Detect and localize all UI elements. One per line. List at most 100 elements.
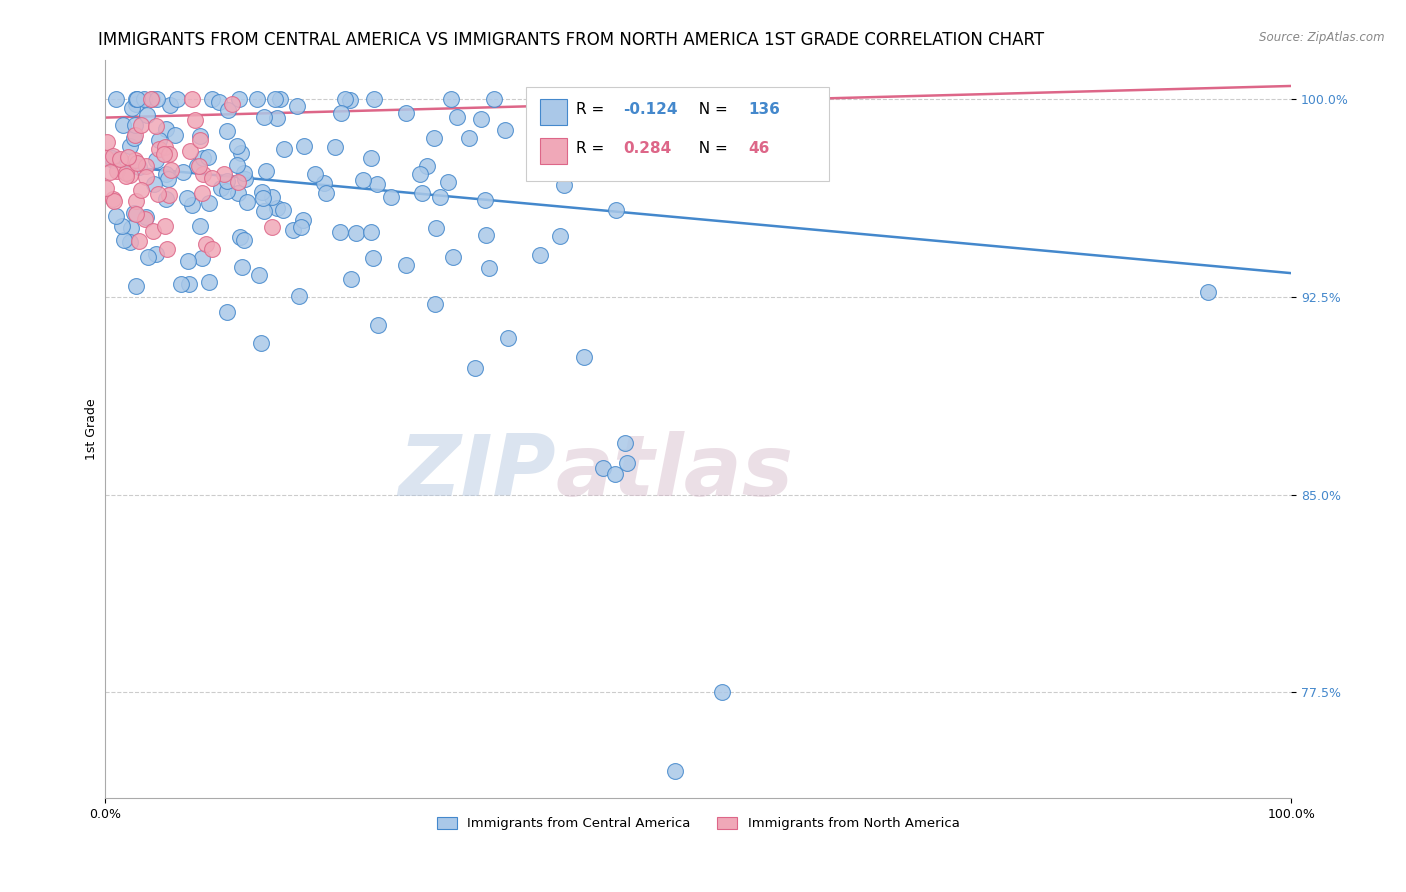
Point <box>605 203 627 218</box>
Point <box>128 234 150 248</box>
Point <box>181 198 204 212</box>
Point <box>148 142 170 156</box>
Point <box>616 456 638 470</box>
Point <box>269 92 291 106</box>
Point <box>122 131 145 145</box>
Point <box>139 92 162 106</box>
Point <box>146 92 169 106</box>
Point <box>179 144 201 158</box>
Point <box>605 467 627 481</box>
Point <box>186 159 208 173</box>
Point <box>352 173 374 187</box>
Point <box>188 159 211 173</box>
Point <box>409 167 432 181</box>
Point <box>96 151 118 165</box>
Point <box>266 111 288 125</box>
Point <box>201 243 224 257</box>
Point <box>233 166 256 180</box>
Point <box>156 242 179 256</box>
Point <box>201 171 224 186</box>
Point <box>103 194 125 208</box>
Point <box>477 261 499 276</box>
Point <box>132 92 155 106</box>
Point <box>423 297 446 311</box>
Point <box>232 233 254 247</box>
Text: Source: ZipAtlas.com: Source: ZipAtlas.com <box>1260 31 1385 45</box>
Point <box>118 139 141 153</box>
Point <box>285 99 308 113</box>
Point <box>124 278 146 293</box>
Point <box>141 92 163 106</box>
Point <box>439 92 461 106</box>
Point <box>215 184 238 198</box>
Point <box>118 169 141 183</box>
Point <box>423 131 446 145</box>
Point <box>101 151 124 165</box>
Point <box>96 181 118 195</box>
Point <box>101 149 124 163</box>
Point <box>191 186 214 201</box>
Point <box>395 106 418 120</box>
Point <box>172 165 194 179</box>
Point <box>115 169 138 184</box>
Point <box>228 230 250 244</box>
Point <box>253 110 276 124</box>
Point <box>263 92 285 106</box>
Point <box>304 168 326 182</box>
Point <box>105 210 128 224</box>
Point <box>98 165 121 179</box>
Point <box>339 93 361 107</box>
Point <box>553 178 575 192</box>
Point <box>125 96 148 111</box>
Point <box>710 685 733 699</box>
Text: 46: 46 <box>748 141 769 156</box>
Point <box>146 187 169 202</box>
Point <box>226 186 249 201</box>
Point <box>225 138 247 153</box>
Point <box>120 221 142 235</box>
Point <box>190 129 212 144</box>
Point <box>125 207 148 221</box>
Point <box>163 128 186 143</box>
Point <box>249 336 271 351</box>
Point <box>112 233 135 247</box>
Point <box>177 254 200 268</box>
Point <box>425 221 447 235</box>
Text: atlas: atlas <box>555 432 794 515</box>
Point <box>125 194 148 208</box>
Point <box>228 92 250 106</box>
FancyBboxPatch shape <box>526 87 828 181</box>
Point <box>176 191 198 205</box>
Point <box>155 122 177 136</box>
Point <box>380 190 402 204</box>
Point <box>360 225 382 239</box>
Point <box>292 212 315 227</box>
Point <box>201 92 224 106</box>
Point <box>96 135 118 149</box>
Point <box>229 146 252 161</box>
Point <box>494 123 516 137</box>
Text: ZIP: ZIP <box>398 432 555 515</box>
Point <box>329 225 352 239</box>
Legend: Immigrants from Central America, Immigrants from North America: Immigrants from Central America, Immigra… <box>432 812 965 836</box>
Point <box>105 164 128 178</box>
Point <box>112 118 135 132</box>
Point <box>160 162 183 177</box>
Point <box>135 169 157 184</box>
Point <box>226 158 249 172</box>
Point <box>157 188 180 202</box>
Point <box>135 160 157 174</box>
Point <box>183 112 205 127</box>
Point <box>125 156 148 170</box>
Point <box>181 92 204 106</box>
Point <box>134 212 156 227</box>
Point <box>193 168 215 182</box>
Point <box>135 211 157 225</box>
Point <box>198 196 221 211</box>
Point <box>664 764 686 779</box>
Point <box>148 133 170 147</box>
Point <box>246 92 269 106</box>
Point <box>111 219 134 233</box>
Point <box>191 151 214 165</box>
Point <box>103 153 125 167</box>
